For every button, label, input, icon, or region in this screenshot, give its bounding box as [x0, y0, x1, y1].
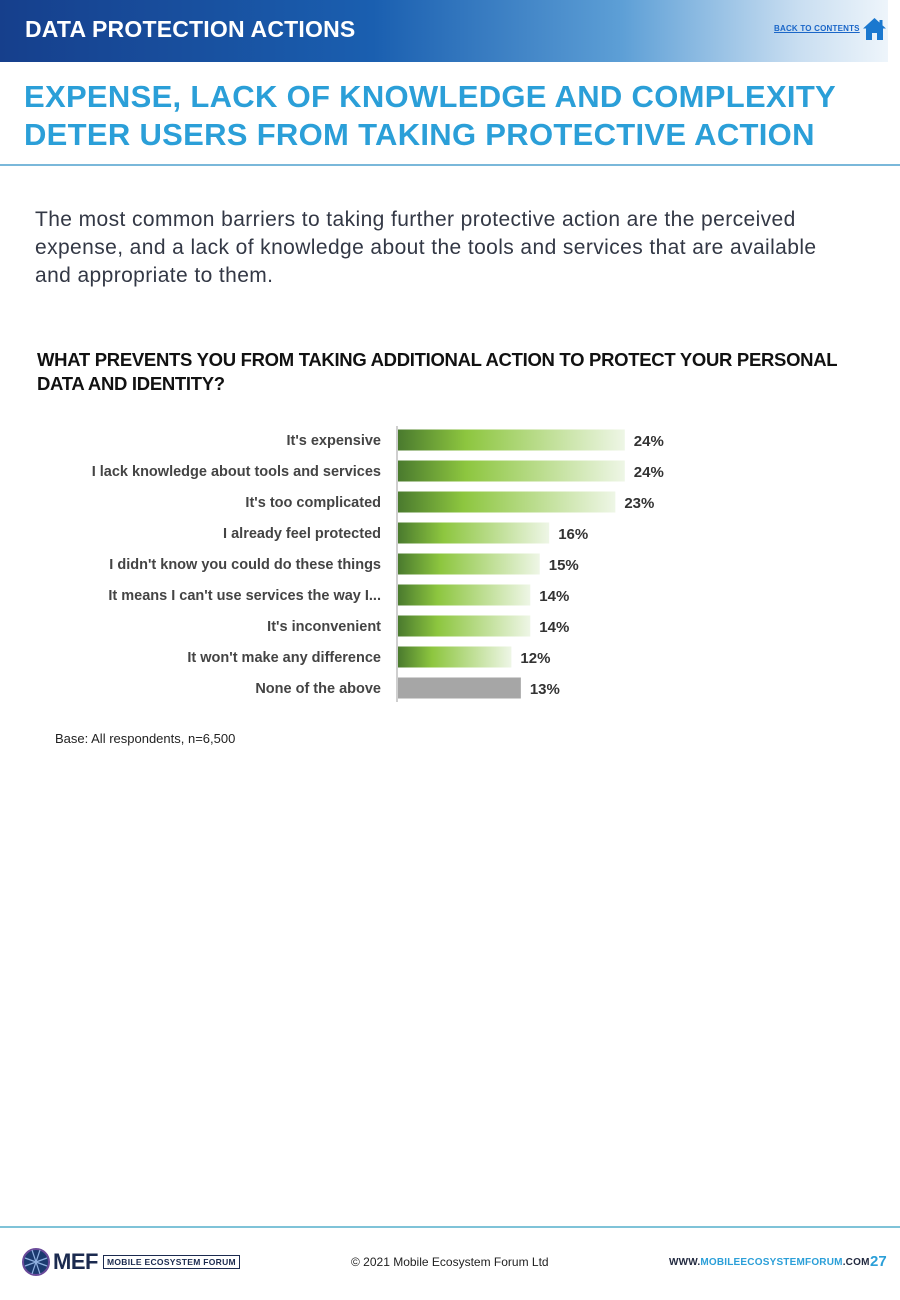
bar [398, 491, 616, 513]
bar [398, 615, 531, 637]
value-label: 14% [539, 619, 569, 636]
category-label: I lack knowledge about tools and service… [92, 464, 381, 480]
intro-paragraph: The most common barriers to taking furth… [35, 208, 817, 287]
value-label: 16% [558, 526, 588, 543]
page-number: 27 [870, 1253, 887, 1270]
section-title: DATA PROTECTION ACTIONS [25, 16, 356, 42]
bar [398, 677, 521, 699]
value-label: 14% [539, 588, 569, 605]
category-label: None of the above [255, 681, 381, 697]
category-label: I didn't know you could do these things [109, 557, 381, 573]
category-label: It's expensive [286, 433, 381, 449]
heading-divider [0, 164, 900, 166]
bar-chart: It's expensive 24% I lack knowledge about … [92, 426, 664, 702]
footer-logo-subtext: MOBILE ECOSYSTEM FORUM [103, 1255, 240, 1269]
base-note: Base: All respondents, n=6,500 [55, 731, 236, 746]
home-icon[interactable] [862, 17, 887, 41]
value-label: 13% [530, 681, 560, 698]
bar [398, 460, 625, 482]
category-label: It's too complicated [245, 495, 381, 511]
category-label: I already feel protected [223, 526, 381, 542]
category-label: It means I can't use services the way I.… [108, 588, 381, 604]
bar [398, 646, 512, 668]
value-label: 24% [634, 433, 664, 450]
bar [398, 584, 531, 606]
page-heading: EXPENSE, LACK OF KNOWLEDGE AND COMPLEXIT… [24, 79, 836, 152]
value-label: 15% [549, 557, 579, 574]
footer-logo-text: MEF [53, 1249, 98, 1274]
mef-globe-logo [22, 1248, 50, 1276]
footer-website-link[interactable]: WWW.MOBILEECOSYSTEMFORUM.COM [669, 1257, 870, 1268]
chart-title: WHAT PREVENTS YOU FROM TAKING ADDITIONAL… [37, 349, 837, 394]
value-label: 23% [624, 495, 654, 512]
footer-copyright: © 2021 Mobile Ecosystem Forum Ltd [351, 1255, 549, 1269]
header-band [0, 0, 888, 62]
value-label: 12% [520, 650, 550, 667]
bar [398, 522, 550, 544]
back-to-contents-link[interactable]: BACK TO CONTENTS [774, 24, 860, 33]
category-label: It's inconvenient [267, 619, 381, 635]
footer-divider [0, 1226, 900, 1228]
value-label: 24% [634, 464, 664, 481]
bar [398, 553, 540, 575]
bar [398, 429, 625, 451]
category-label: It won't make any difference [187, 650, 381, 666]
